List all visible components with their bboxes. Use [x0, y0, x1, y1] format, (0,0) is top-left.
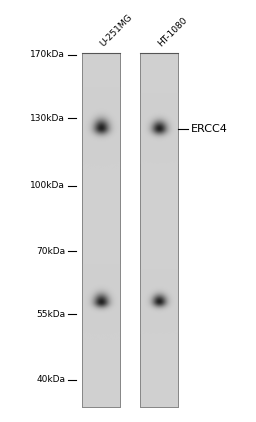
- Text: U-251MG: U-251MG: [99, 13, 134, 49]
- Text: 170kDa: 170kDa: [30, 50, 65, 60]
- Text: 55kDa: 55kDa: [36, 310, 65, 319]
- Text: 70kDa: 70kDa: [36, 246, 65, 256]
- Text: 130kDa: 130kDa: [30, 114, 65, 123]
- Bar: [140, 53, 178, 407]
- Text: HT-1080: HT-1080: [156, 16, 189, 49]
- Bar: [82, 53, 120, 407]
- Text: 40kDa: 40kDa: [36, 375, 65, 384]
- Bar: [140, 53, 178, 407]
- Text: 100kDa: 100kDa: [30, 181, 65, 190]
- Bar: [82, 53, 120, 407]
- Text: ERCC4: ERCC4: [191, 124, 228, 134]
